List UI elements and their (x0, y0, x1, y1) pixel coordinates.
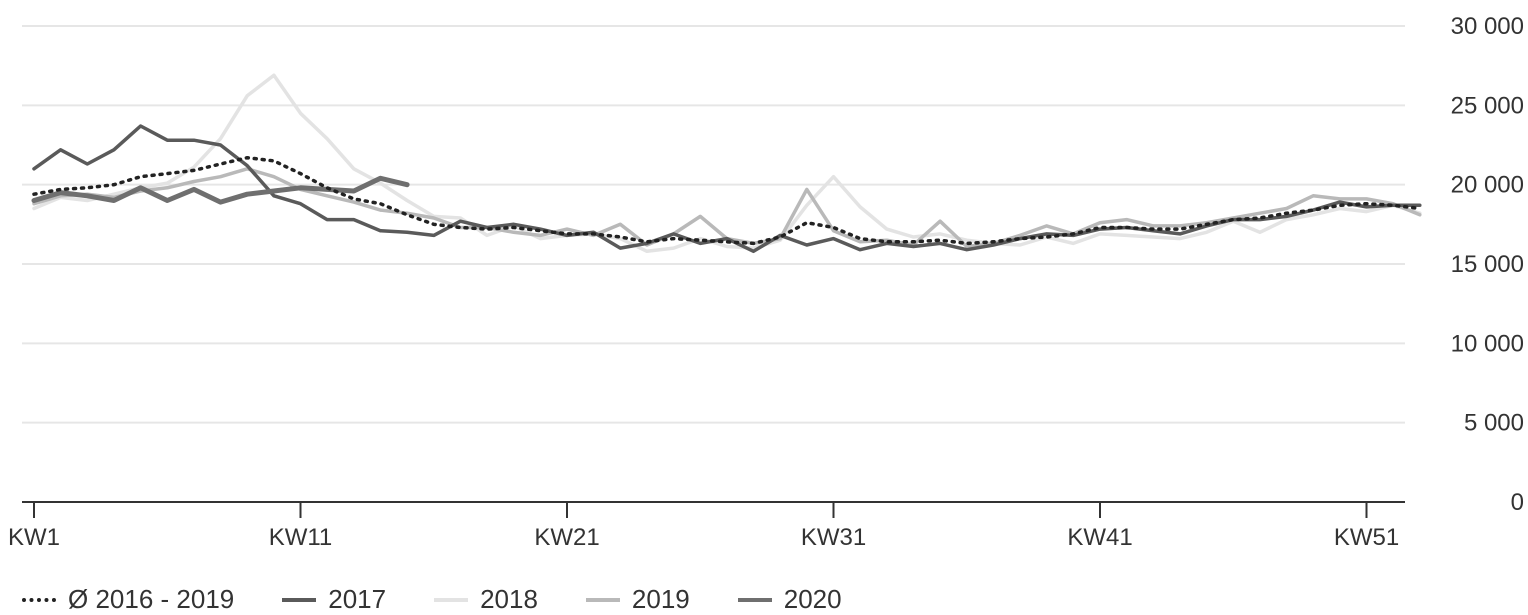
legend-item-2018: 2018 (434, 584, 538, 615)
legend-swatch-2018 (434, 597, 469, 602)
legend-swatch-avg (22, 597, 56, 602)
y-tick-label: 0 (1511, 489, 1524, 516)
x-axis (22, 501, 1405, 518)
legend-label-2017: 2017 (328, 584, 387, 614)
legend-item-2017: 2017 (282, 584, 386, 615)
legend-swatch-2020 (737, 597, 772, 602)
gridlines (22, 25, 1405, 424)
legend-label-2018: 2018 (480, 584, 538, 614)
series-line-2018 (32, 73, 1422, 254)
x-tick-label: KW11 (269, 524, 333, 551)
x-tick-label: KW31 (801, 524, 866, 551)
line-chart: 0 5 000 10 000 15 000 20 000 25 000 30 000 KW1 K… (8, 13, 1524, 551)
series-line-2017 (32, 124, 1422, 254)
series-line-2019 (32, 167, 1422, 249)
series-line-2016-2019 (32, 155, 1422, 246)
x-tick-label: KW51 (1334, 524, 1399, 551)
legend-swatch-2019 (585, 597, 620, 602)
y-tick-label: 5 000 (1464, 410, 1524, 437)
legend-label-avg: Ø 2016 - 2019 (68, 584, 235, 614)
x-tick-label: KW21 (534, 524, 599, 551)
legend: Ø 2016 - 2019 2017 2018 2019 2020 (22, 584, 890, 615)
legend-label-2019: 2019 (631, 584, 690, 614)
x-tick-label: KW1 (8, 524, 60, 551)
legend-swatch-2017 (282, 597, 317, 602)
legend-label-2020: 2020 (783, 584, 842, 614)
y-tick-label: 15 000 (1451, 251, 1524, 278)
y-tick-label: 25 000 (1451, 92, 1524, 119)
series-lines (31, 73, 1422, 254)
legend-item-2019: 2019 (585, 584, 690, 615)
series-line-2020 (31, 175, 410, 205)
legend-item-avg: Ø 2016 - 2019 (22, 584, 234, 615)
y-tick-label: 30 000 (1451, 13, 1524, 40)
y-tick-label: 20 000 (1451, 172, 1524, 199)
legend-item-2020: 2020 (737, 584, 842, 615)
y-tick-label: 10 000 (1451, 330, 1524, 357)
x-tick-label: KW41 (1067, 524, 1132, 551)
tick-labels: 0 5 000 10 000 15 000 20 000 25 000 30 000 KW1 K… (8, 13, 1524, 551)
